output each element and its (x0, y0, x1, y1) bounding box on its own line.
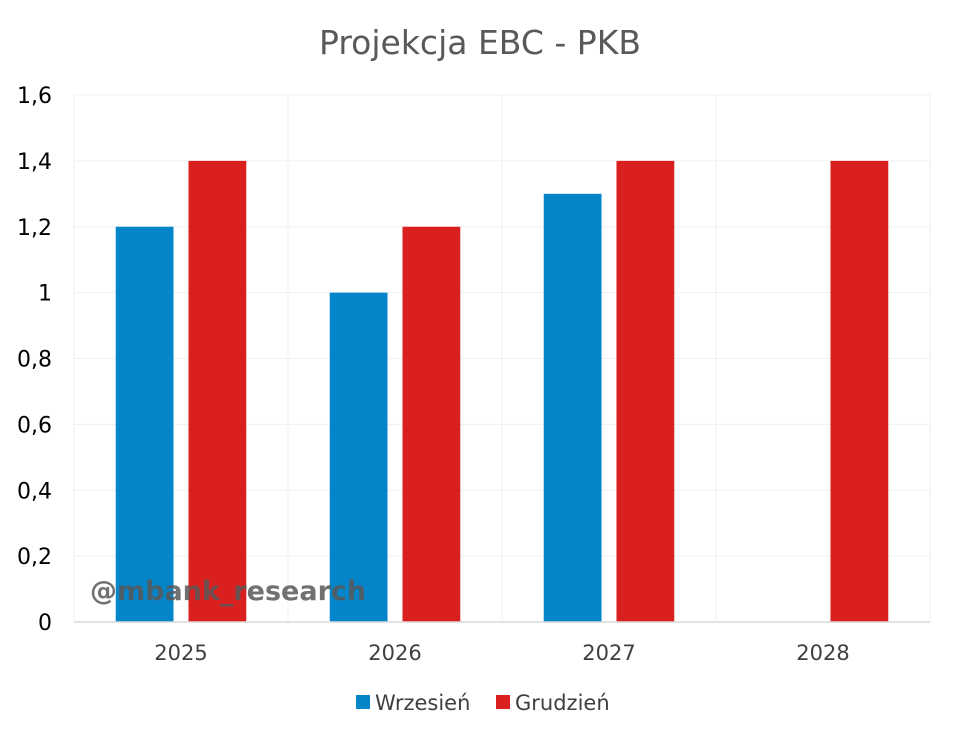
legend: Wrzesień Grudzień (356, 691, 610, 715)
watermark-text: @mbank_research (90, 576, 366, 607)
y-tick-label: 0,4 (17, 479, 52, 504)
legend-swatch (496, 695, 510, 709)
y-tick-label: 0,6 (17, 413, 52, 438)
bar-grudzien-2027 (616, 160, 675, 622)
bars (115, 160, 889, 622)
y-axis-ticks: 0 0,2 0,4 0,6 0,8 1 1,2 1,4 1,6 (17, 84, 52, 636)
chart-title: Projekcja EBC - PKB (319, 23, 641, 62)
x-tick-label: 2025 (154, 641, 207, 665)
bar-grudzien-2026 (402, 226, 461, 622)
y-tick-label: 1 (38, 282, 52, 307)
x-axis-ticks: 2025 2026 2027 2028 (154, 641, 849, 665)
y-tick-label: 1,2 (17, 216, 52, 241)
y-tick-label: 1,6 (17, 84, 52, 109)
bar-wrzesien-2027 (543, 193, 602, 622)
bar-grudzien-2025 (188, 160, 247, 622)
x-tick-label: 2026 (368, 641, 421, 665)
x-tick-label: 2027 (582, 641, 635, 665)
x-tick-label: 2028 (796, 641, 849, 665)
legend-label: Wrzesień (375, 691, 470, 715)
y-tick-label: 0,2 (17, 545, 52, 570)
y-tick-label: 0 (38, 611, 52, 636)
y-tick-label: 1,4 (17, 150, 52, 175)
bar-wrzesien-2026 (329, 292, 388, 622)
bar-grudzien-2028 (830, 160, 889, 622)
legend-swatch (356, 695, 370, 709)
y-tick-label: 0,8 (17, 348, 52, 373)
bar-wrzesien-2025 (115, 226, 174, 622)
legend-label: Grudzień (515, 691, 610, 715)
